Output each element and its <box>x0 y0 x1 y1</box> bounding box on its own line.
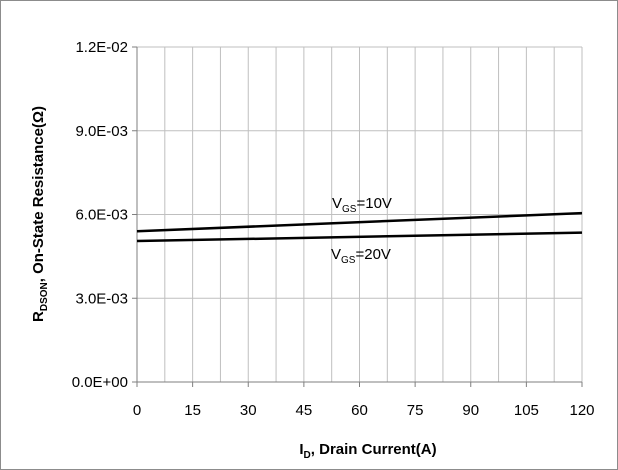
x-tick-label: 45 <box>296 402 313 419</box>
x-tick-label: 90 <box>462 402 479 419</box>
x-tick-label: 120 <box>569 402 594 419</box>
series-label-vgs-20v: VGS=20V <box>331 246 391 266</box>
series-line-vgs-20v <box>136 231 583 243</box>
x-tick-label: 15 <box>184 402 201 419</box>
y-tick-label: 0.0E+00 <box>72 374 128 391</box>
series-line-vgs-10v <box>136 211 583 233</box>
x-tick-label: 105 <box>514 402 539 419</box>
x-axis-title: ID, Drain Current(A) <box>299 441 436 461</box>
x-tick-label: 75 <box>407 402 424 419</box>
axis-layer: 0.0E+00 3.0E-03 6.0E-03 9.0E-03 1.2E-02 0 15 30… <box>72 39 595 419</box>
series-label-vgs-10v: VGS=10V <box>332 195 392 215</box>
y-tick-label: 9.0E-03 <box>75 123 128 140</box>
y-tick-label: 1.2E-02 <box>75 39 128 56</box>
grid-layer <box>137 46 583 382</box>
x-tick-label: 60 <box>351 402 368 419</box>
series-layer <box>136 211 583 243</box>
x-tick-label: 0 <box>133 402 141 419</box>
y-tick-label: 6.0E-03 <box>75 207 128 224</box>
y-tick-label: 3.0E-03 <box>75 290 128 307</box>
label-layer: VGS=10V VGS=20V ID, Drain Current(A) RDSON,… <box>30 106 437 461</box>
x-tick-label: 30 <box>240 402 257 419</box>
y-axis-title: RDSON, On-State Resistance(Ω) <box>30 106 50 322</box>
